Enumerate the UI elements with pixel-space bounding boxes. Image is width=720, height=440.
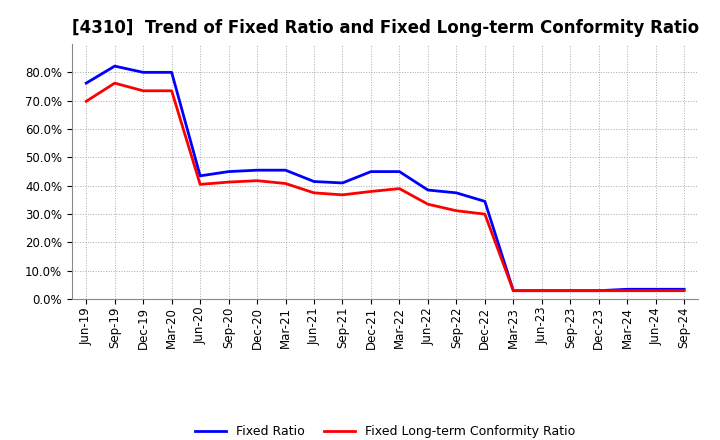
- Fixed Ratio: [167, 70, 176, 75]
- Fixed Long-term Conformity Ratio: [680, 288, 688, 293]
- Fixed Ratio: [652, 286, 660, 292]
- Fixed Ratio: [623, 286, 631, 292]
- Fixed Ratio: [225, 169, 233, 174]
- Fixed Long-term Conformity Ratio: [423, 202, 432, 207]
- Fixed Ratio: [82, 81, 91, 86]
- Fixed Ratio: [595, 288, 603, 293]
- Fixed Ratio: [253, 168, 261, 173]
- Fixed Ratio: [139, 70, 148, 75]
- Line: Fixed Ratio: Fixed Ratio: [86, 66, 684, 291]
- Fixed Long-term Conformity Ratio: [623, 288, 631, 293]
- Fixed Ratio: [509, 288, 518, 293]
- Legend: Fixed Ratio, Fixed Long-term Conformity Ratio: Fixed Ratio, Fixed Long-term Conformity …: [190, 420, 580, 440]
- Fixed Ratio: [480, 199, 489, 204]
- Fixed Long-term Conformity Ratio: [395, 186, 404, 191]
- Fixed Ratio: [310, 179, 318, 184]
- Fixed Ratio: [537, 288, 546, 293]
- Fixed Long-term Conformity Ratio: [452, 208, 461, 213]
- Fixed Long-term Conformity Ratio: [82, 99, 91, 104]
- Fixed Long-term Conformity Ratio: [366, 189, 375, 194]
- Fixed Ratio: [196, 173, 204, 179]
- Fixed Long-term Conformity Ratio: [253, 178, 261, 183]
- Fixed Long-term Conformity Ratio: [225, 180, 233, 185]
- Fixed Ratio: [680, 286, 688, 292]
- Fixed Long-term Conformity Ratio: [509, 288, 518, 293]
- Fixed Long-term Conformity Ratio: [480, 212, 489, 217]
- Fixed Long-term Conformity Ratio: [310, 190, 318, 195]
- Fixed Ratio: [366, 169, 375, 174]
- Fixed Long-term Conformity Ratio: [139, 88, 148, 93]
- Fixed Ratio: [338, 180, 347, 186]
- Fixed Long-term Conformity Ratio: [595, 288, 603, 293]
- Fixed Long-term Conformity Ratio: [110, 81, 119, 86]
- Fixed Ratio: [110, 63, 119, 69]
- Line: Fixed Long-term Conformity Ratio: Fixed Long-term Conformity Ratio: [86, 83, 684, 291]
- Fixed Long-term Conformity Ratio: [566, 288, 575, 293]
- Title: [4310]  Trend of Fixed Ratio and Fixed Long-term Conformity Ratio: [4310] Trend of Fixed Ratio and Fixed Lo…: [71, 19, 699, 37]
- Fixed Ratio: [423, 187, 432, 193]
- Fixed Long-term Conformity Ratio: [196, 182, 204, 187]
- Fixed Long-term Conformity Ratio: [537, 288, 546, 293]
- Fixed Ratio: [452, 190, 461, 195]
- Fixed Ratio: [566, 288, 575, 293]
- Fixed Long-term Conformity Ratio: [167, 88, 176, 93]
- Fixed Ratio: [395, 169, 404, 174]
- Fixed Ratio: [282, 168, 290, 173]
- Fixed Long-term Conformity Ratio: [652, 288, 660, 293]
- Fixed Long-term Conformity Ratio: [338, 192, 347, 198]
- Fixed Long-term Conformity Ratio: [282, 181, 290, 186]
